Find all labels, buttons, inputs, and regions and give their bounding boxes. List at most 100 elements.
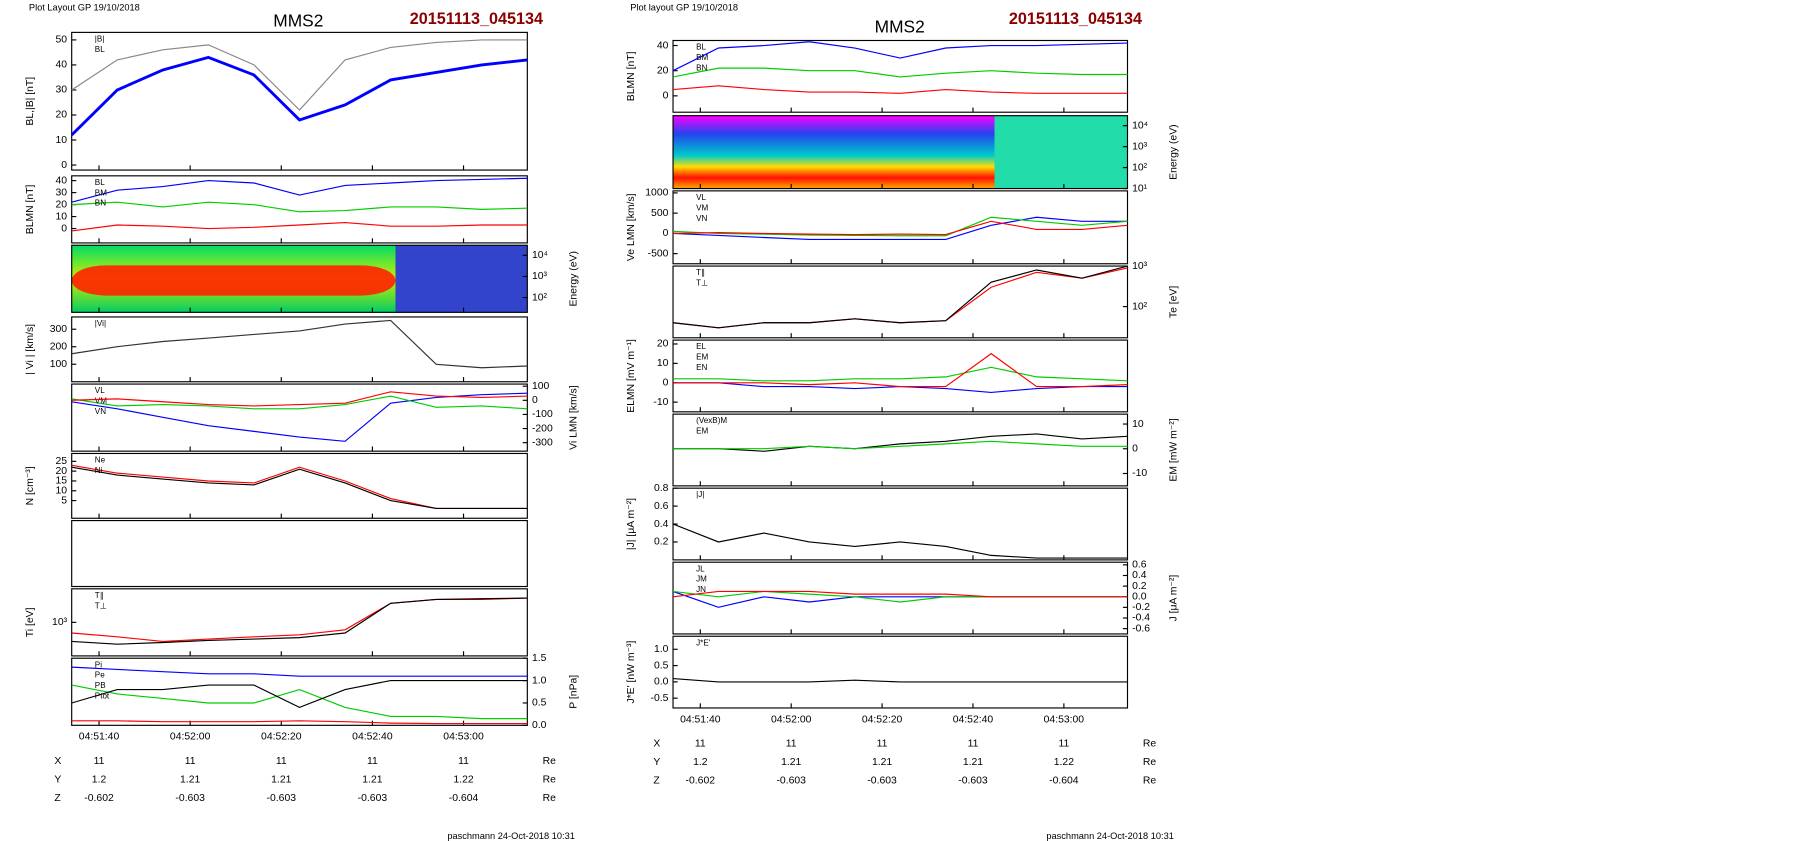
legend-entry: VL xyxy=(95,386,105,395)
panel-frame xyxy=(672,265,1129,339)
y-tick-label: 5 xyxy=(61,495,67,506)
y-tick-label: -0.5 xyxy=(651,693,669,704)
ephem-value: 1.2 xyxy=(693,757,708,768)
y-axis-label: BLMN [nT] xyxy=(626,51,637,101)
ephem-value: 1.22 xyxy=(453,774,473,785)
y-tick-label: 10² xyxy=(532,292,548,303)
ephem-value: 11 xyxy=(695,739,706,750)
y-tick-label: 0 xyxy=(663,228,669,239)
y-tick-label: 40 xyxy=(56,175,68,186)
ephem-value: 1.21 xyxy=(362,774,382,785)
y-axis-label: Energy (eV) xyxy=(1169,124,1180,179)
y-tick-label: 10 xyxy=(1132,419,1144,430)
y-tick-label: 0.2 xyxy=(1132,581,1147,592)
data-line xyxy=(673,590,1128,598)
ephem-label: X xyxy=(653,739,660,750)
ephem-value: 11 xyxy=(276,756,287,767)
y-tick-label: 0.6 xyxy=(654,501,669,512)
ephem-value: 1.21 xyxy=(781,757,801,768)
legend-entry: VL xyxy=(696,193,706,202)
legend-entry: Ptot xyxy=(95,692,110,701)
y-tick-label: 10 xyxy=(56,486,68,497)
legend-entry: (VexB)M xyxy=(696,416,727,425)
panel: 1.0 0.5 0.0 -0.5 J*E' [nW m⁻³] J*E' xyxy=(626,635,1129,709)
time-tick-label: 04:52:20 xyxy=(862,714,903,725)
legend-entry: Ni xyxy=(95,466,103,475)
y-axis-label: Energy (eV) xyxy=(568,251,579,306)
data-line xyxy=(71,466,528,509)
ephem-value: 1.21 xyxy=(872,757,892,768)
y-tick-label: 0.5 xyxy=(532,698,547,709)
panel: 10³ Ti [eV] T∥T⊥ xyxy=(25,588,528,657)
legend-entry: EM xyxy=(696,353,708,362)
panel-frame xyxy=(672,635,1129,709)
ephem-unit: Re xyxy=(543,793,557,804)
y-tick-label: 20 xyxy=(56,110,68,121)
time-tick-label: 04:53:00 xyxy=(1044,714,1085,725)
y-tick-label: 10³ xyxy=(1132,261,1148,272)
y-tick-label: 10³ xyxy=(1132,141,1148,152)
y-tick-label: 0.4 xyxy=(654,519,669,530)
legend-entry: BL xyxy=(95,178,105,187)
y-tick-label: 0.0 xyxy=(532,720,547,731)
y-tick-label: 0.4 xyxy=(1132,570,1147,581)
y-tick-label: 20 xyxy=(657,65,669,76)
y-tick-label: 20 xyxy=(56,466,68,477)
panel-frame xyxy=(71,175,528,244)
y-tick-label: 1.0 xyxy=(654,644,669,655)
data-line xyxy=(673,220,1128,236)
panel-frame xyxy=(672,487,1129,561)
y-tick-label: 25 xyxy=(56,456,68,467)
legend-entry: BL xyxy=(95,45,105,54)
ephem-value: -0.603 xyxy=(267,793,297,804)
data-line xyxy=(71,39,528,111)
ephem-value: 11 xyxy=(1058,739,1069,750)
panel-frame xyxy=(672,561,1129,635)
panel: 10³ 10² Te [eV] T∥ T⊥ xyxy=(672,261,1180,339)
time-tick-label: 04:51:40 xyxy=(79,732,120,743)
legend-entry: JN xyxy=(696,585,706,594)
y-tick-label: 100 xyxy=(532,381,550,392)
data-line xyxy=(71,201,528,213)
data-line xyxy=(673,216,1128,241)
y-axis-label: |J| [μA m⁻²] xyxy=(626,498,637,550)
y-tick-label: -0.2 xyxy=(1132,602,1150,613)
y-tick-label: 30 xyxy=(56,187,68,198)
data-line xyxy=(673,366,1128,382)
legend-entry: Pe xyxy=(95,671,105,680)
data-line xyxy=(71,720,528,725)
legend-entry: |B| xyxy=(95,34,105,43)
ephem-value: 1.2 xyxy=(92,774,107,785)
spectrogram-band xyxy=(71,265,396,296)
y-axis-label: Te [eV] xyxy=(1169,286,1180,318)
ephem-unit: Re xyxy=(543,774,557,785)
panel-frame xyxy=(71,316,528,383)
data-line xyxy=(71,177,528,203)
y-tick-label: -10 xyxy=(1132,468,1147,479)
y-tick-label: 10⁴ xyxy=(1132,120,1148,131)
ephem-value: 1.21 xyxy=(963,757,983,768)
time-tick-label: 04:52:40 xyxy=(352,732,393,743)
y-tick-label: 0 xyxy=(663,91,669,102)
legend-entry: BN xyxy=(696,63,707,72)
legend-entry: T∥ xyxy=(95,591,104,600)
panel-frame xyxy=(672,115,1129,190)
data-line xyxy=(71,679,528,709)
data-line xyxy=(71,464,528,509)
y-tick-label: 1.0 xyxy=(532,675,547,686)
ephem-unit: Re xyxy=(1143,757,1157,768)
y-tick-label: 10 xyxy=(56,135,68,146)
ephem-value: 11 xyxy=(367,756,378,767)
y-tick-label: 10¹ xyxy=(1132,183,1148,194)
data-line xyxy=(673,41,1128,72)
ephem-value: 11 xyxy=(94,756,105,767)
ephem-unit: Re xyxy=(1143,739,1157,750)
y-tick-label: 10³ xyxy=(532,271,548,282)
legend-entry: J*E' xyxy=(696,638,711,647)
y-tick-label: 15 xyxy=(56,476,68,487)
footer: paschmann 24-Oct-2018 10:31 xyxy=(447,831,575,841)
